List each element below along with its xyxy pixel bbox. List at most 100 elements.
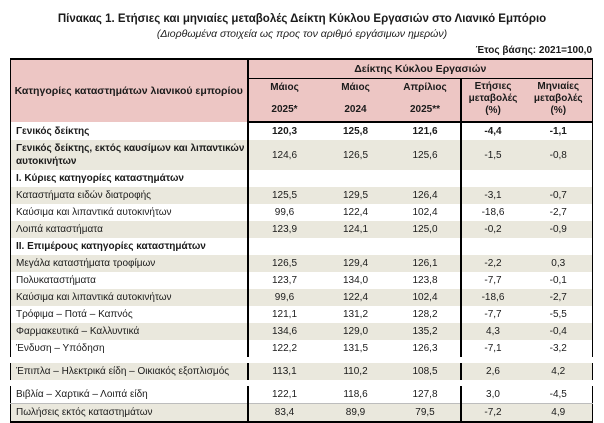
row-value-april-2025: 108,5 [390,357,462,383]
header-line-month: Μάιος [341,82,370,93]
row-label: Καταστήματα ειδών διατροφής [10,187,249,204]
row-label: Τρόφιμα – Ποτά – Καπνός [10,306,249,323]
header-line-month: Μάιος [270,82,299,93]
row-value-may-2025: 121,1 [271,309,298,320]
row-value-may-2024 [321,238,391,255]
turnover-index-group-header: Δείκτης Κύκλου Εργασιών [247,59,593,79]
row-value-may-2025: 122,2 [271,343,298,354]
table-row: Καύσιμα και λιπαντικά αυτοκινήτων 99,6 1… [10,289,593,306]
row-value-monthly-change [525,170,593,187]
table-row: Μεγάλα καταστήματα τροφίμων 126,5 129,4 … [10,255,593,272]
row-value-april-2025 [390,170,462,187]
row-label: Πολυκαταστήματα [10,272,249,289]
table-row: Ένδυση – Υπόδηση 122,2 131,5 126,3 -7,1 … [10,340,593,360]
row-value-april-2025: 125,0 [390,221,462,238]
table-row: Ι. Κύριες κατηγορίες καταστημάτων [10,170,593,187]
row-label: ΙΙ. Επιμέρους κατηγορίες καταστημάτων [10,238,249,255]
row-value-annual-change: -7,7 [484,309,502,320]
retail-turnover-table: Κατηγορίες καταστημάτων λιανικού εμπορίο… [10,58,593,423]
header-line: μεταβολές [468,93,518,104]
table-body: Γενικός δείκτης 120,3 125,8 121,6 -4,4 -… [10,122,593,422]
header-line-month: Απρίλιος [403,82,447,93]
row-value-april-2025: 102,4 [390,289,462,306]
table-row: Βιβλία – Χαρτικά – Λοιπά είδη 122,1 118,… [10,380,593,404]
row-value-may-2025 [248,170,321,187]
row-value-april-2025 [390,238,462,255]
table-row: Γενικός δείκτης 120,3 125,8 121,6 -4,4 -… [10,122,593,140]
row-value-may-2025: 124,6 [271,149,298,161]
row-value-april-2025: 123,8 [390,272,462,289]
row-value-may-2024: 129,5 [342,190,369,201]
header-line: Μηνιαίες [537,81,580,92]
column-header-may-2025: Μάιος 2025* [247,78,321,123]
header-line: Ετήσιες [474,81,512,92]
row-value-may-2025: 123,7 [271,275,298,286]
header-line-year: 2025** [409,104,441,115]
row-value-annual-change: -7,7 [484,275,502,286]
row-value-april-2025: 102,4 [390,204,462,221]
row-label: Γενικός δείκτης, εκτός καυσίμων και λιπα… [10,140,249,170]
row-label: Ι. Κύριες κατηγορίες καταστημάτων [10,170,249,187]
row-value-may-2025: 122,1 [247,380,321,404]
category-column-header: Κατηγορίες καταστημάτων λιανικού εμπορίο… [10,59,249,122]
base-year-note: Έτος βάσης: 2021=100,0 [475,45,592,56]
table-row: Καύσιμα και λιπαντικά αυτοκινήτων 99,6 1… [10,204,593,221]
row-value-april-2025: 79,5 [390,403,462,422]
header-line: (%) [550,105,567,116]
row-value-may-2025: 99,6 [274,207,295,218]
table-subtitle: (Διορθωμένα στοιχεία ως προς τον αριθμό … [156,28,448,40]
row-label: Έπιπλα – Ηλεκτρικά είδη – Οικιακός εξοπλ… [10,357,249,383]
row-value-monthly-change: -0,9 [549,224,567,235]
row-value-may-2025 [248,238,321,255]
row-value-annual-change: 4,3 [486,326,500,337]
row-label: Καύσιμα και λιπαντικά αυτοκινήτων [10,204,249,221]
row-label: Ένδυση – Υπόδηση [10,340,249,360]
document-page: Πίνακας 1. Ετήσιες και μηνιαίες μεταβολέ… [10,13,593,423]
row-value-annual-change: -3,1 [484,190,502,201]
row-value-april-2025: 127,8 [390,380,462,404]
row-value-annual-change: -7,1 [484,343,502,354]
row-value-monthly-change: -2,7 [549,292,567,303]
row-value-may-2025: 134,6 [271,326,298,337]
row-value-monthly-change: -0,7 [549,190,567,201]
row-label: Γενικός δείκτης [10,122,249,140]
row-value-april-2025: 126,4 [390,187,462,204]
row-value-may-2024: 126,5 [342,149,369,161]
header-line-year: 2024 [344,104,367,115]
row-value-monthly-change: -4,5 [524,380,593,404]
table-row: Τρόφιμα – Ποτά – Καπνός 121,1 131,2 128,… [10,306,593,323]
column-header-monthly-change: Μηνιαίες μεταβολές (%) [524,78,593,123]
table-row: Φαρμακευτικά – Καλλυντικά 134,6 129,0 13… [10,323,593,340]
row-value-may-2024: 89,9 [320,403,391,422]
row-label: Καύσιμα και λιπαντικά αυτοκινήτων [10,289,249,306]
row-value-may-2025: 126,5 [271,258,298,269]
row-value-monthly-change: -0,4 [549,326,567,337]
table-row: Γενικός δείκτης, εκτός καυσίμων και λιπα… [10,140,593,170]
row-value-monthly-change: -3,2 [549,343,567,354]
row-value-monthly-change: -0,8 [549,149,567,161]
column-header-april-2025: Απρίλιος 2025** [390,78,462,123]
row-value-may-2024: 122,4 [342,292,369,303]
table-row: Πολυκαταστήματα 123,7 134,0 123,8 -7,7 -… [10,272,593,289]
row-value-annual-change: -18,6 [481,292,505,303]
table-header: Κατηγορίες καταστημάτων λιανικού εμπορίο… [10,59,593,123]
row-label: Μεγάλα καταστήματα τροφίμων [10,255,249,272]
row-value-annual-change: -18,6 [481,207,505,218]
row-value-may-2024: 131,2 [342,309,369,320]
row-value-may-2024: 125,8 [342,126,369,137]
row-value-monthly-change [525,238,593,255]
row-value-annual-change: -0,2 [484,224,502,235]
row-value-monthly-change: 4,9 [524,403,593,422]
row-value-april-2025: 135,2 [390,323,462,340]
header-line: μεταβολές [533,93,583,104]
row-value-may-2024: 134,0 [342,275,369,286]
row-value-monthly-change: -5,5 [549,309,567,320]
row-value-monthly-change: 4,2 [524,357,593,383]
row-value-monthly-change: -1,1 [549,126,567,137]
row-value-may-2024: 118,6 [320,380,391,404]
row-value-annual-change: -7,2 [460,403,525,422]
row-value-may-2025: 83,4 [247,403,321,422]
table-row: Έπιπλα – Ηλεκτρικά είδη – Οικιακός εξοπλ… [10,357,593,383]
header-line-year: 2025* [271,104,298,115]
row-value-may-2025: 123,9 [271,224,298,235]
